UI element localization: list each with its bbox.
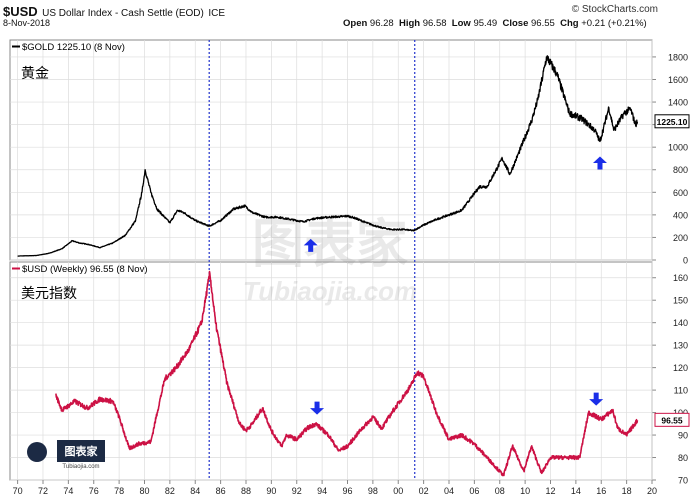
last-value-tag-0 bbox=[654, 114, 690, 129]
logo-head-icon bbox=[27, 442, 47, 462]
arrow-up-icon-1 bbox=[592, 156, 607, 170]
ytick-label-0-7: 1400 bbox=[668, 98, 688, 108]
xtick-label-22: 14 bbox=[571, 486, 581, 496]
gold-legend: $GOLD 1225.10 (8 Nov) bbox=[22, 42, 125, 53]
index-name: US Dollar Index - Cash Settle (EOD) bbox=[42, 8, 204, 19]
arrow-up-icon-0 bbox=[303, 238, 318, 252]
xtick-label-7: 84 bbox=[190, 486, 200, 496]
close-value: 96.55 bbox=[531, 18, 555, 29]
last-value-label-0: 1225.10 bbox=[657, 117, 688, 127]
arrow-down-icon-3 bbox=[589, 392, 604, 406]
xtick-label-17: 04 bbox=[444, 486, 454, 496]
series-layer bbox=[17, 55, 639, 477]
header-title-line: $USD US Dollar Index - Cash Settle (EOD)… bbox=[3, 3, 225, 21]
chg-label: Chg bbox=[560, 18, 579, 29]
usd-cn-label: 美元指数 bbox=[21, 285, 77, 301]
chg-value: +0.21 (+0.21%) bbox=[581, 18, 647, 29]
last-value-tag-1 bbox=[654, 412, 690, 427]
ytick-label-1-2: 90 bbox=[678, 431, 688, 441]
xtick-label-9: 88 bbox=[241, 486, 251, 496]
low-label: Low bbox=[451, 18, 471, 29]
xtick-label-18: 06 bbox=[469, 486, 479, 496]
xtick-label-3: 76 bbox=[89, 486, 99, 496]
xtick-label-13: 96 bbox=[342, 486, 352, 496]
xtick-label-20: 10 bbox=[520, 486, 530, 496]
xtick-label-14: 98 bbox=[368, 486, 378, 496]
ytick-label-0-5: 1000 bbox=[668, 143, 688, 153]
low-value: 95.49 bbox=[473, 18, 498, 29]
ytick-label-0-9: 1800 bbox=[668, 52, 688, 62]
tubiaojia-logo: 图表家 Tubiaojia.com bbox=[27, 440, 105, 470]
xtick-label-1: 72 bbox=[38, 486, 48, 496]
high-value: 96.58 bbox=[422, 18, 447, 29]
xtick-label-15: 00 bbox=[393, 486, 403, 496]
last-value-label-1: 96.55 bbox=[661, 415, 683, 425]
ytick-label-1-4: 110 bbox=[674, 386, 688, 396]
ytick-label-1-8: 150 bbox=[673, 296, 688, 306]
xtick-label-5: 80 bbox=[139, 486, 149, 496]
watermark-en: Tubiaojia.com bbox=[243, 276, 417, 306]
watermark: 图表家 Tubiaojia.com bbox=[243, 216, 417, 306]
open-label: Open bbox=[343, 18, 368, 29]
header-date: 8-Nov-2018 bbox=[3, 18, 51, 28]
ytick-label-0-2: 400 bbox=[673, 210, 688, 220]
usd-legend: $USD (Weekly) 96.55 (8 Nov) bbox=[22, 264, 147, 275]
ytick-label-0-4: 800 bbox=[673, 165, 688, 175]
logo-badge bbox=[57, 440, 105, 462]
xtick-label-21: 12 bbox=[545, 486, 555, 496]
ytick-label-0-1: 200 bbox=[673, 233, 688, 243]
ytick-label-0-0: 0 bbox=[683, 256, 688, 266]
xtick-label-10: 90 bbox=[266, 486, 276, 496]
usd-line bbox=[55, 270, 639, 477]
gold-cn-label: 黄金 bbox=[21, 65, 49, 81]
chart-frame bbox=[9, 39, 656, 484]
xtick-label-6: 82 bbox=[165, 486, 175, 496]
watermark-cn: 图表家 bbox=[252, 216, 408, 274]
xtick-label-4: 78 bbox=[114, 486, 124, 496]
ytick-label-1-6: 130 bbox=[673, 341, 688, 351]
ytick-label-1-7: 140 bbox=[673, 318, 688, 328]
xtick-label-23: 16 bbox=[596, 486, 606, 496]
ohlc-line: Open 96.28 High 96.58 Low 95.49 Close 96… bbox=[343, 18, 647, 29]
xtick-label-11: 92 bbox=[292, 486, 302, 496]
xtick-label-19: 08 bbox=[495, 486, 505, 496]
xtick-label-25: 20 bbox=[647, 486, 657, 496]
xtick-label-0: 70 bbox=[13, 486, 23, 496]
ytick-label-0-8: 1600 bbox=[668, 75, 688, 85]
close-label: Close bbox=[502, 18, 529, 29]
xtick-label-12: 94 bbox=[317, 486, 327, 496]
xtick-label-16: 02 bbox=[419, 486, 429, 496]
xtick-label-2: 74 bbox=[63, 486, 73, 496]
arrow-down-icon-2 bbox=[310, 401, 325, 415]
credit: © StockCharts.com bbox=[571, 4, 658, 15]
ytick-label-1-9: 160 bbox=[673, 273, 688, 283]
ytick-label-0-3: 600 bbox=[673, 188, 688, 198]
logo-cn: 图表家 bbox=[65, 444, 99, 458]
gold-line bbox=[17, 55, 639, 257]
symbol: $USD bbox=[3, 4, 38, 19]
xtick-label-8: 86 bbox=[216, 486, 226, 496]
labels-layer: $GOLD 1225.10 (8 Nov) 黄金 $USD (Weekly) 9… bbox=[12, 42, 690, 496]
ytick-label-1-0: 70 bbox=[678, 476, 688, 486]
open-value: 96.28 bbox=[369, 18, 394, 29]
exchange: ICE bbox=[208, 8, 225, 19]
ytick-label-1-1: 80 bbox=[678, 453, 688, 463]
high-label: High bbox=[398, 18, 421, 29]
logo-en: Tubiaojia.com bbox=[62, 464, 99, 470]
xtick-label-24: 18 bbox=[622, 486, 632, 496]
ytick-label-1-5: 120 bbox=[673, 363, 688, 373]
